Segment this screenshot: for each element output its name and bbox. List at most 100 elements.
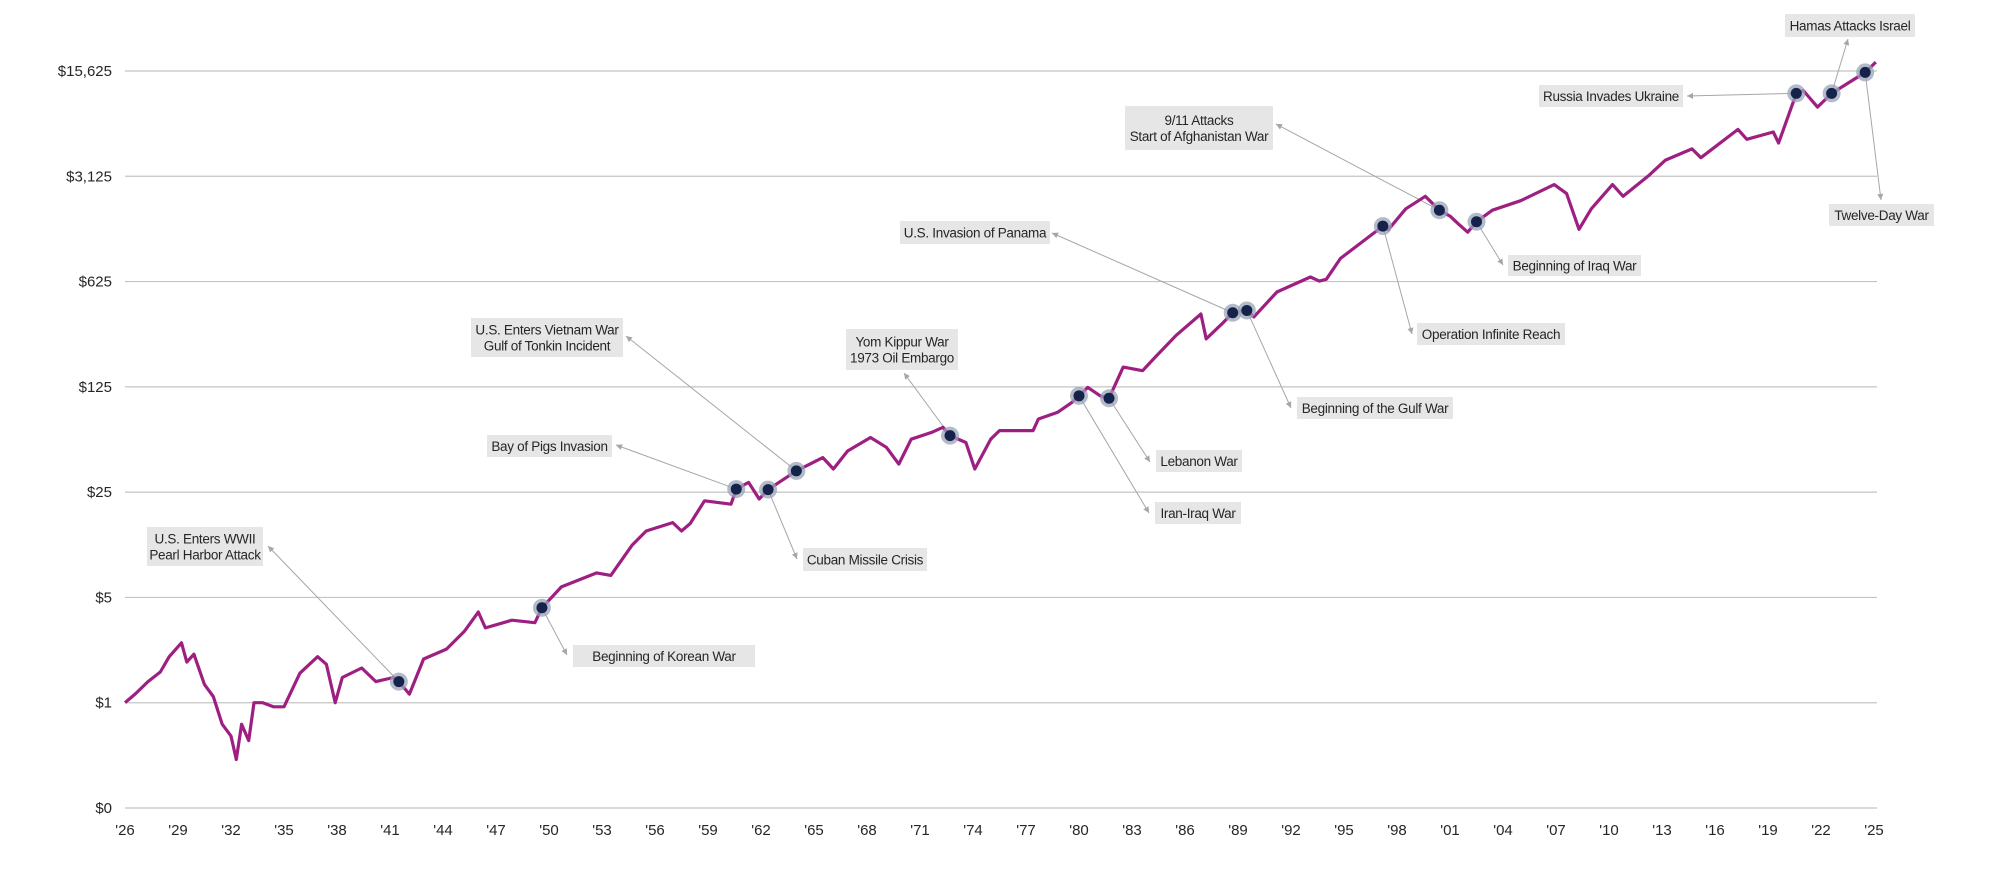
annotation-label: Hamas Attacks Israel xyxy=(1785,14,1915,37)
x-tick-label: '32 xyxy=(221,822,241,839)
annotation-text: Yom Kippur War xyxy=(855,335,949,350)
annotation-text: U.S. Invasion of Panama xyxy=(904,226,1047,241)
x-tick-label: '89 xyxy=(1228,822,1248,839)
leader-line xyxy=(1864,72,1882,201)
leader-line xyxy=(1246,310,1292,409)
annotation-text: Bay of Pigs Invasion xyxy=(491,439,607,454)
leader-line xyxy=(1078,395,1150,514)
arrowhead-icon xyxy=(904,373,910,380)
arrowhead-icon xyxy=(561,648,567,655)
arrowhead-icon xyxy=(1407,327,1414,334)
x-tick-label: '22 xyxy=(1811,822,1831,839)
x-tick-label: '35 xyxy=(274,822,294,839)
annotation-text: Gulf of Tonkin Incident xyxy=(484,339,611,354)
annotation-label-box xyxy=(1156,450,1242,472)
annotation-text: U.S. Enters Vietnam War xyxy=(475,323,619,338)
annotation-label: Lebanon War xyxy=(1156,450,1242,472)
annotation-text: Operation Infinite Reach xyxy=(1422,327,1560,342)
x-tick-label: '86 xyxy=(1175,822,1195,839)
annotation-text: Russia Invades Ukraine xyxy=(1543,89,1679,104)
event-marker xyxy=(790,465,802,477)
annotation-label-box xyxy=(573,645,755,667)
annotation-label-box xyxy=(1539,85,1683,107)
event-marker xyxy=(1227,307,1239,319)
x-tick-label: '95 xyxy=(1334,822,1354,839)
x-tick-label: '92 xyxy=(1281,822,1301,839)
event-marker xyxy=(1103,392,1115,404)
y-tick-label: $625 xyxy=(79,274,112,291)
leader-line xyxy=(267,545,400,682)
x-tick-label: '01 xyxy=(1440,822,1460,839)
x-tick-label: '26 xyxy=(115,822,135,839)
leader-line xyxy=(1686,92,1797,97)
x-tick-label: '62 xyxy=(751,822,771,839)
x-tick-label: '59 xyxy=(698,822,718,839)
x-tick-label: '04 xyxy=(1493,822,1513,839)
leader-line xyxy=(625,335,797,472)
event-marker xyxy=(1377,220,1389,232)
event-marker xyxy=(944,430,956,442)
annotation-label: Bay of Pigs Invasion xyxy=(487,435,612,457)
annotation-label-box xyxy=(846,329,958,370)
x-tick-label: '65 xyxy=(804,822,824,839)
annotation-label-box xyxy=(1125,106,1273,150)
annotation-label-box xyxy=(147,527,263,566)
x-tick-label: '68 xyxy=(857,822,877,839)
arrowhead-icon xyxy=(1877,193,1884,200)
annotation-text: Pearl Harbor Attack xyxy=(149,548,261,563)
arrowhead-icon xyxy=(1144,455,1150,462)
annotation-label: Beginning of the Gulf War xyxy=(1297,397,1453,419)
event-marker xyxy=(536,602,548,614)
leader-line xyxy=(903,372,951,436)
annotation-label-box xyxy=(1829,204,1934,226)
x-tick-label: '29 xyxy=(168,822,188,839)
annotation-text: Hamas Attacks Israel xyxy=(1790,19,1911,34)
event-marker xyxy=(1826,87,1838,99)
y-axis-tick-labels: $0 $1 $5 $25 $125 $625 $3,125 $15,625 xyxy=(58,63,112,817)
x-tick-label: '77 xyxy=(1016,822,1036,839)
annotation-label-box xyxy=(1785,14,1915,37)
arrowhead-icon xyxy=(1497,258,1503,265)
annotation-text: 9/11 Attacks xyxy=(1165,113,1234,128)
annotation-label: Operation Infinite Reach xyxy=(1417,323,1565,345)
y-tick-label: $25 xyxy=(87,484,112,501)
event-marker xyxy=(1073,390,1085,402)
x-tick-label: '80 xyxy=(1069,822,1089,839)
annotation-label-box xyxy=(1508,255,1641,276)
event-marker xyxy=(1859,66,1871,78)
series-line-group xyxy=(123,60,1877,762)
x-tick-label: '19 xyxy=(1758,822,1778,839)
arrowhead-icon xyxy=(1052,232,1059,239)
x-tick-label: '25 xyxy=(1864,822,1884,839)
annotation-text: U.S. Enters WWII xyxy=(155,532,256,547)
annotation-label-box xyxy=(1155,502,1241,524)
annotation-text: Start of Afghanistan War xyxy=(1130,129,1269,144)
gridlines xyxy=(125,70,1877,809)
annotation-text: Cuban Missile Crisis xyxy=(807,553,924,568)
x-tick-label: '10 xyxy=(1599,822,1619,839)
x-tick-label: '07 xyxy=(1546,822,1566,839)
leader-line xyxy=(1051,232,1233,314)
arrowhead-icon xyxy=(1276,124,1283,130)
annotation-label: Cuban Missile Crisis xyxy=(803,548,927,571)
annotation-label-box xyxy=(471,318,623,357)
x-tick-label: '38 xyxy=(327,822,347,839)
event-marker xyxy=(762,484,774,496)
y-tick-label: $5 xyxy=(95,589,112,606)
leader-line xyxy=(767,489,798,560)
arrowhead-icon xyxy=(1843,39,1850,46)
annotation-text: Beginning of Iraq War xyxy=(1513,259,1638,274)
event-marker xyxy=(393,676,405,688)
y-tick-label: $15,625 xyxy=(58,63,112,80)
event-marker xyxy=(1471,216,1482,228)
leader-line xyxy=(1108,397,1151,463)
annotation-label-box xyxy=(900,221,1050,244)
annotation-label: Twelve-Day War xyxy=(1829,204,1934,226)
annotation-label-box xyxy=(803,548,927,571)
x-tick-label: '16 xyxy=(1705,822,1725,839)
leader-line xyxy=(1382,225,1413,335)
